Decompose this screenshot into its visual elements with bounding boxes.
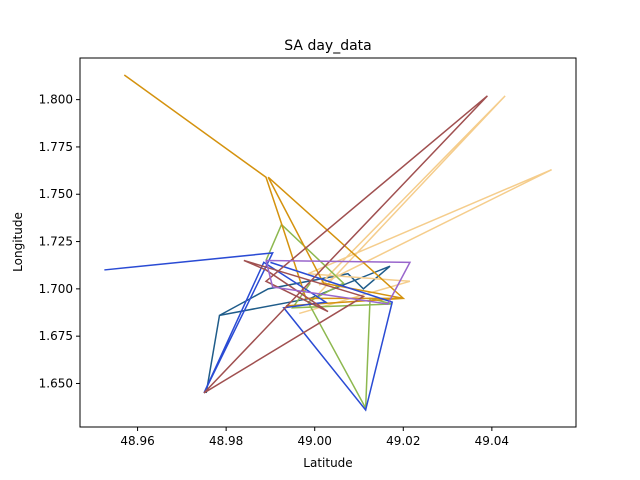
x-axis-label: Latitude [303, 456, 352, 470]
y-tick-label: 1.775 [39, 140, 73, 154]
x-tick-label: 48.98 [209, 434, 243, 448]
x-tick-label: 49.00 [298, 434, 332, 448]
y-axis-ticks: 1.650 1.675 1.700 1.725 1.750 1.775 1.800 [39, 93, 80, 390]
y-tick-label: 1.800 [39, 93, 73, 107]
y-tick-label: 1.700 [39, 282, 73, 296]
y-tick-label: 1.725 [39, 235, 73, 249]
x-tick-label: 49.04 [475, 434, 509, 448]
series-layer [104, 74, 552, 412]
series-line-2 [299, 95, 552, 315]
y-axis-label: Longitude [11, 212, 25, 272]
series-line-5 [104, 252, 394, 412]
x-tick-label: 48.96 [120, 434, 154, 448]
series-line-6 [203, 95, 488, 394]
chart-title: SA day_data [284, 38, 371, 54]
y-tick-label: 1.650 [39, 376, 73, 390]
x-axis-ticks: 48.96 48.98 49.00 49.02 49.04 [120, 427, 509, 448]
series-line-7 [265, 259, 412, 305]
x-tick-label: 49.02 [386, 434, 420, 448]
series-line-1 [205, 265, 391, 394]
plot-frame [79, 57, 577, 428]
y-tick-label: 1.675 [39, 329, 73, 343]
series-line-4 [123, 74, 406, 307]
y-tick-label: 1.750 [39, 187, 73, 201]
